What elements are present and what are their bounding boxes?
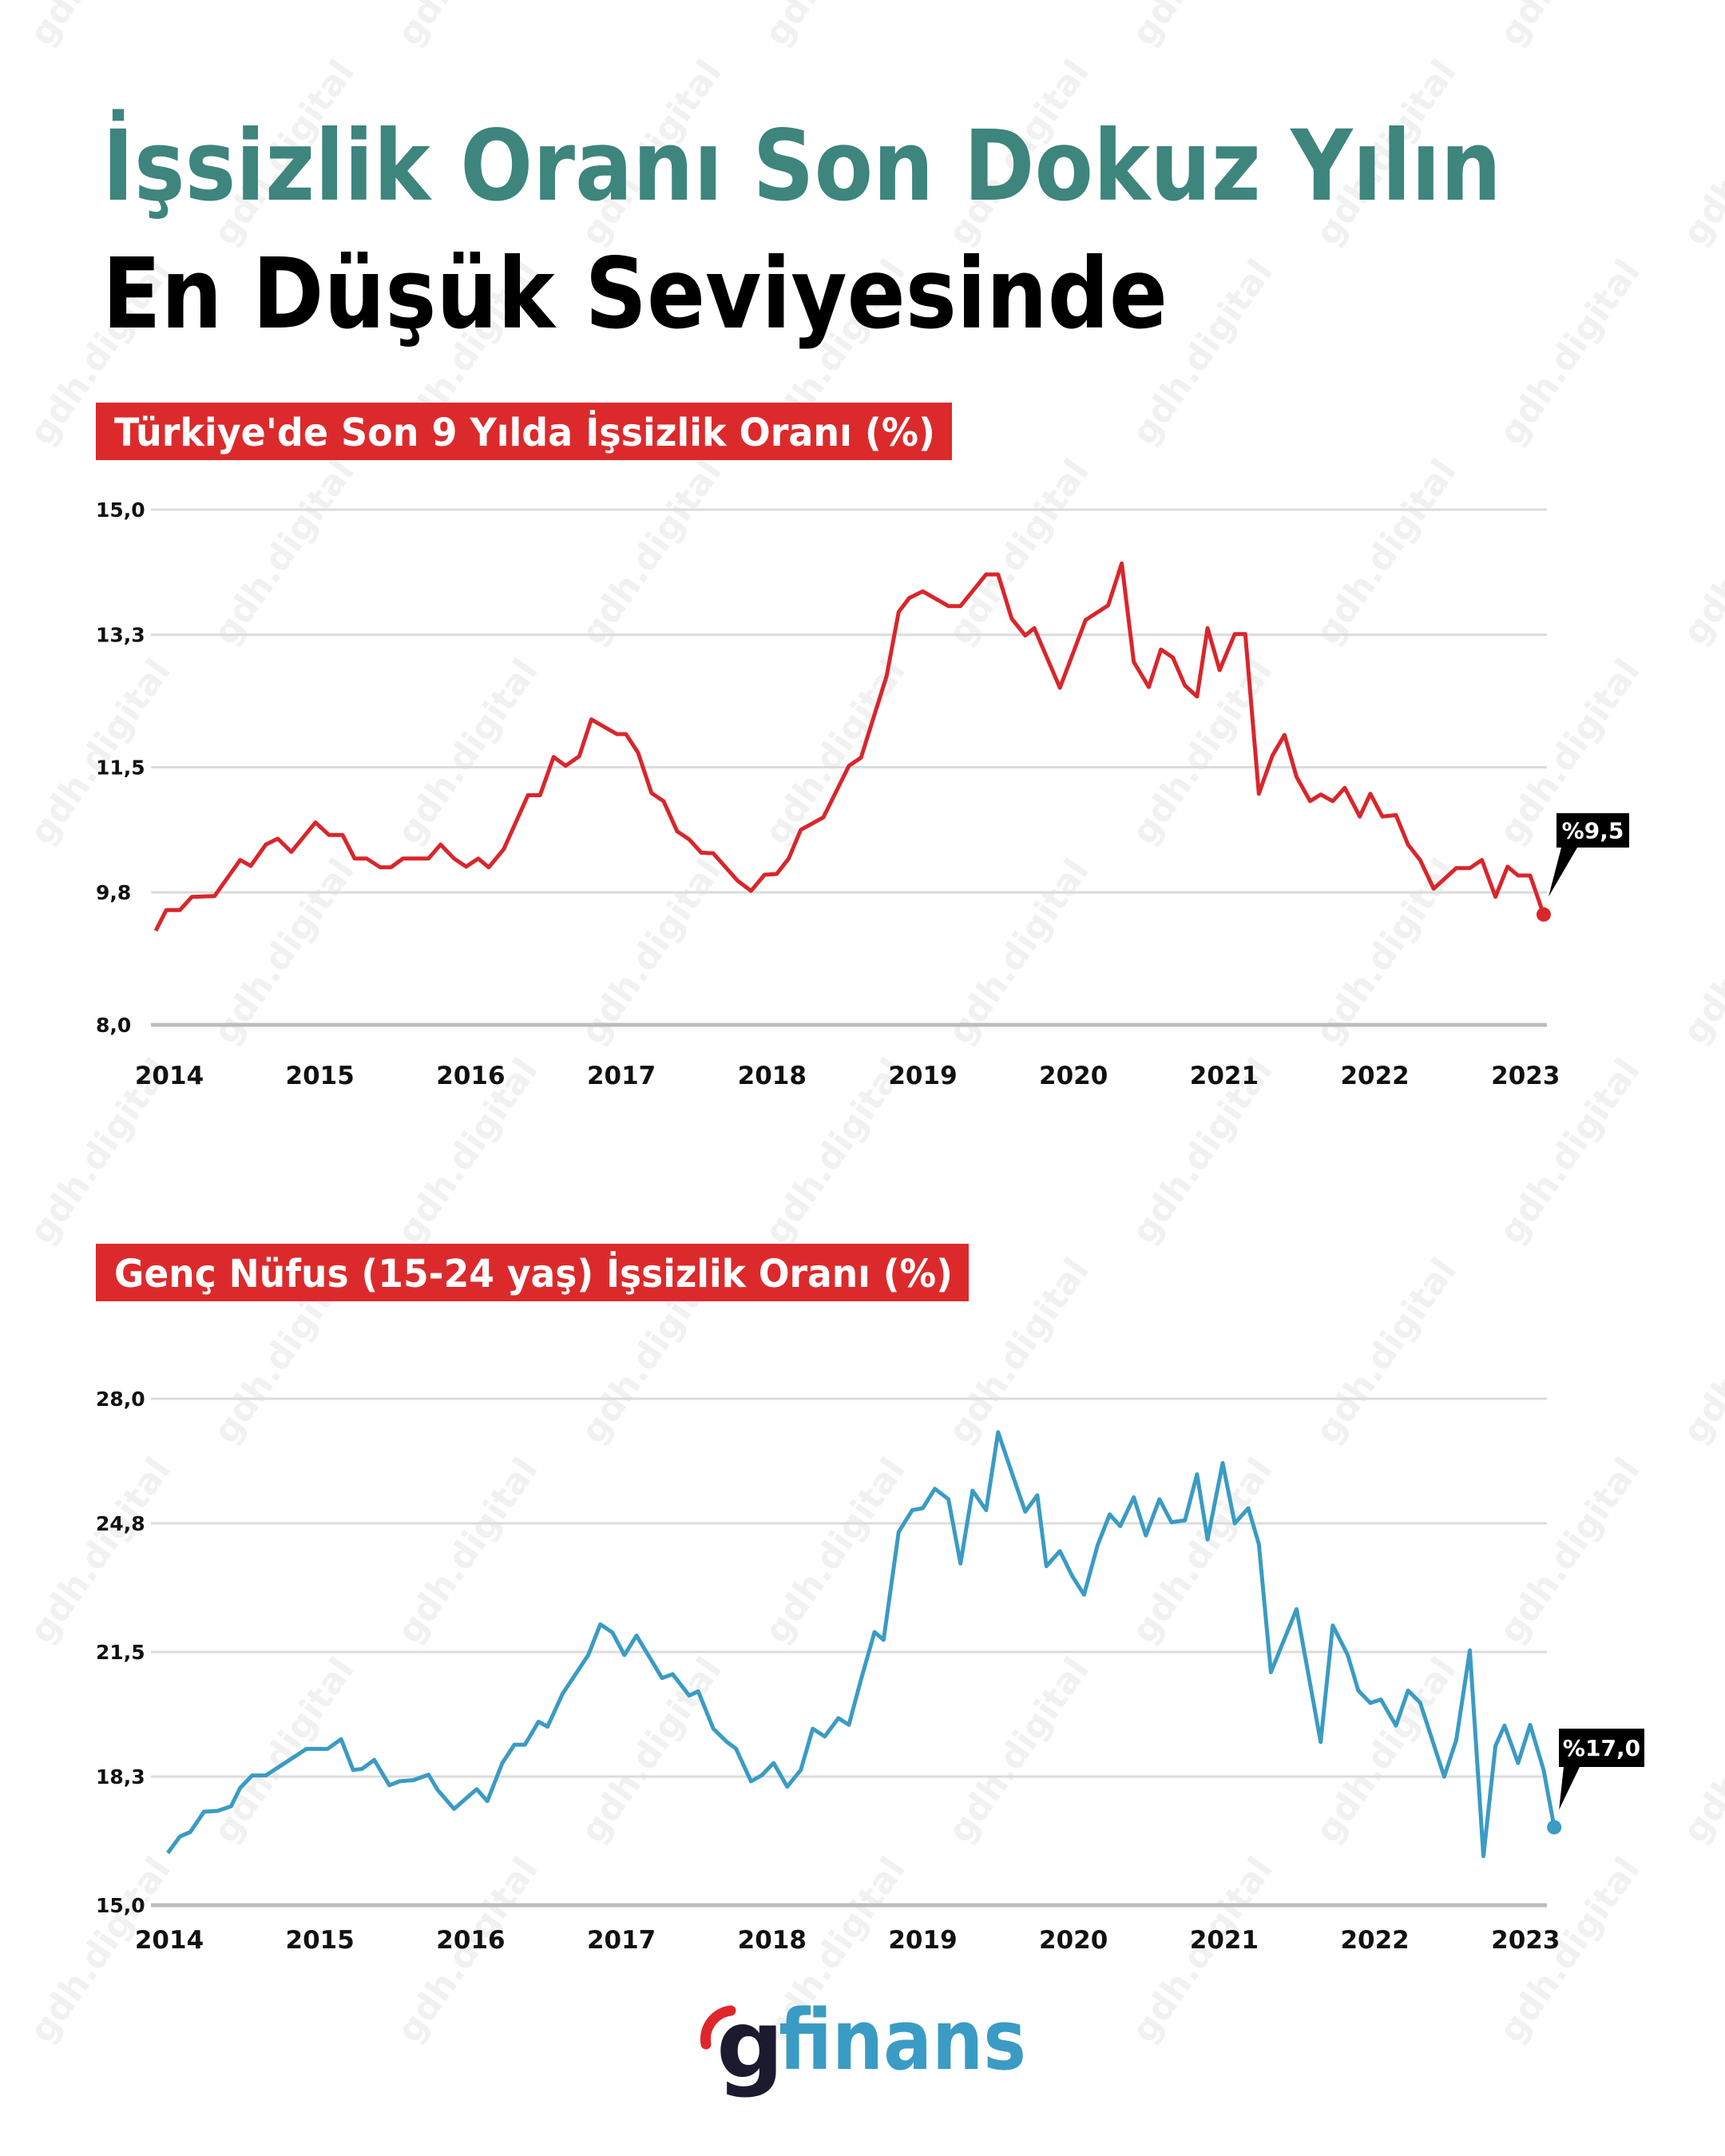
watermark-text: gdh.digital [1675, 1251, 1725, 1451]
watermark-text: gdh.digital [756, 0, 914, 53]
watermark-text: gdh.digital [756, 652, 914, 852]
chart2-title: Genç Nüfus (15-24 yaş) İşsizlik Oranı (%… [114, 1251, 953, 1296]
last-value-label: %9,5 [1562, 818, 1624, 844]
y-tick-label: 21,5 [96, 1641, 145, 1664]
watermark-text: gdh.digital [573, 452, 730, 652]
last-point-marker [1547, 1820, 1562, 1835]
y-tick-label: 15,0 [96, 498, 145, 522]
chart1-title: Türkiye'de Son 9 Yılda İşsizlik Oranı (%… [114, 410, 935, 455]
chart1-title-bg [96, 403, 952, 460]
x-tick-label: 2020 [1039, 1062, 1108, 1090]
x-tick-label: 2023 [1491, 1062, 1560, 1090]
x-tick-label: 2017 [587, 1062, 656, 1090]
x-tick-label: 2021 [1190, 1926, 1259, 1955]
chart-total-unemployment: 15,0 13,3 11,5 9,8 8,0 2014 2015 2016 2017 2018 20… [96, 498, 1629, 1090]
logo-g: g [716, 1989, 783, 2099]
x-tick-label: 2014 [135, 1926, 204, 1955]
watermark-text: gdh.digital [940, 852, 1097, 1051]
watermark-text: gdh.digital [1491, 1451, 1648, 1650]
watermark-text: gdh.digital [573, 1650, 730, 1850]
x-tick-label: 2018 [738, 1062, 807, 1090]
x-tick-label: 2020 [1039, 1926, 1108, 1955]
x-tick-label: 2015 [286, 1062, 355, 1090]
series-line [153, 561, 1546, 932]
watermark-text: gdh.digital [1307, 1650, 1465, 1850]
chart1-title-box: Türkiye'de Son 9 Yılda İşsizlik Oranı (%… [96, 403, 952, 460]
x-tick-label: 2022 [1340, 1062, 1409, 1090]
watermark-text: gdh.digital [1675, 1650, 1725, 1850]
logo-arc-icon [700, 2005, 736, 2050]
title-line1: İşsizlik Oranı Son Dokuz Yılın [102, 109, 1501, 223]
watermark-text: gdh.digital [940, 1650, 1097, 1850]
series-line [166, 1430, 1556, 1859]
callout-pointer [1548, 848, 1577, 897]
watermark-text: gdh.digital [22, 1451, 179, 1650]
watermark-text: gdh.digital [1675, 452, 1725, 652]
logo-text: finans [779, 1991, 1026, 2089]
watermark-text: gdh.digital [1124, 0, 1281, 53]
watermark-text: gdh.digital [22, 652, 179, 852]
watermark-text: gdh.digital [1675, 53, 1725, 252]
title-line2: En Düşük Seviyesinde [102, 237, 1168, 351]
callout-pointer [1559, 1767, 1580, 1810]
x-tick-label: 2019 [888, 1926, 957, 1955]
watermark-text: gdh.digital [756, 1451, 914, 1650]
y-tick-label: 15,0 [96, 1894, 145, 1917]
y-tick-label: 11,5 [96, 756, 145, 780]
x-tick-label: 2014 [135, 1062, 204, 1090]
x-tick-label: 2019 [888, 1062, 957, 1090]
watermark-text: gdh.digital [22, 0, 179, 53]
y-tick-label: 18,3 [96, 1765, 145, 1789]
x-tick-label: 2023 [1491, 1926, 1560, 1955]
y-tick-label: 9,8 [96, 881, 131, 904]
watermark-text: gdh.digital [389, 1451, 546, 1650]
x-tick-label: 2018 [738, 1926, 807, 1955]
chart2-title-box: Genç Nüfus (15-24 yaş) İşsizlik Oranı (%… [96, 1244, 969, 1301]
watermark-text: gdh.digital [1675, 852, 1725, 1051]
x-tick-label: 2017 [587, 1926, 656, 1955]
watermark-text: gdh.digital [1307, 452, 1465, 652]
x-tick-label: 2022 [1340, 1926, 1409, 1955]
gfinans-logo: g finans [700, 1989, 1026, 2099]
watermark-text: gdh.digital [389, 0, 546, 53]
watermark-text: gdh.digital [205, 452, 363, 652]
callout-box [1559, 1729, 1644, 1767]
callout-box [1556, 813, 1629, 848]
chart2-title-bg [96, 1244, 969, 1301]
y-tick-label: 8,0 [96, 1014, 131, 1037]
x-tick-label: 2016 [436, 1062, 505, 1090]
y-tick-label: 13,3 [96, 624, 145, 647]
x-tick-label: 2015 [286, 1926, 355, 1955]
watermark-text: gdh.digital [389, 652, 546, 852]
y-tick-label: 24,8 [96, 1512, 145, 1535]
last-value-label: %17,0 [1563, 1735, 1640, 1761]
watermark-text: gdh.digital [940, 452, 1097, 652]
watermark-text: gdh.digital [573, 852, 730, 1051]
watermark-text: gdh.digital [205, 1650, 363, 1850]
last-point-marker [1536, 907, 1551, 922]
x-tick-label: 2021 [1190, 1062, 1259, 1090]
watermark-text: gdh.digital [1124, 1451, 1281, 1650]
chart-youth-unemployment: 28,0 24,8 21,5 18,3 15,0 2014 2015 2016 2017 2018… [96, 1388, 1644, 1955]
y-tick-label: 28,0 [96, 1388, 145, 1411]
watermark-text: gdh.digital [1491, 252, 1648, 452]
watermark-text: gdh.digital [1491, 0, 1648, 53]
x-tick-label: 2016 [436, 1926, 505, 1955]
watermark-text: gdh.digital [205, 852, 363, 1051]
watermark-text: gdh.digital [1307, 1251, 1465, 1451]
